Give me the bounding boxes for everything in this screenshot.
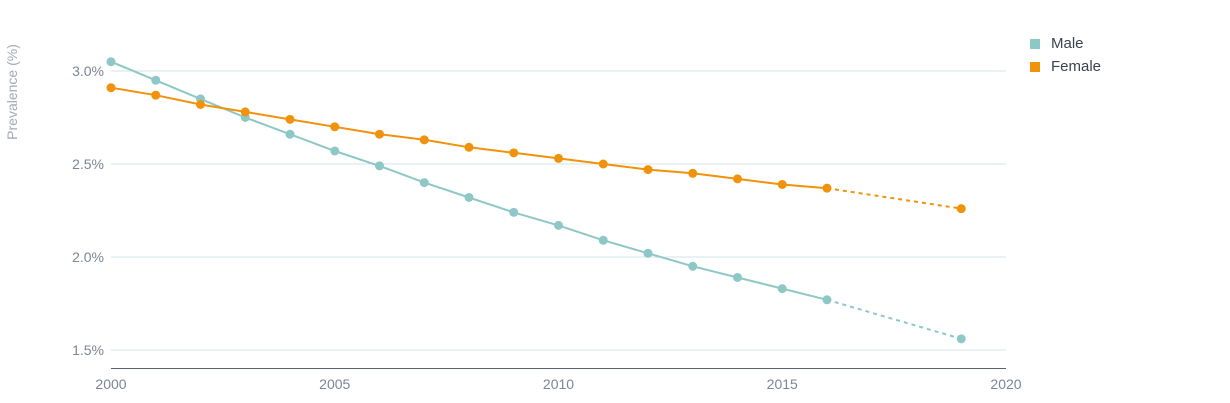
- data-point-female[interactable]: [733, 174, 742, 184]
- x-tick-label: 2005: [319, 376, 350, 392]
- data-point-male[interactable]: [643, 248, 653, 258]
- data-point-male[interactable]: [956, 334, 966, 344]
- legend-item-male[interactable]: Male: [1030, 32, 1101, 55]
- data-point-male[interactable]: [509, 207, 519, 217]
- data-point-female[interactable]: [688, 168, 698, 178]
- data-point-male[interactable]: [688, 261, 698, 271]
- data-point-female[interactable]: [196, 99, 205, 109]
- axes: 1.5% 2.0% 2.5% 3.0% 2000 2005 2010 2015 2020: [72, 63, 1022, 392]
- data-point-male[interactable]: [330, 146, 340, 156]
- x-tick-label: 2015: [767, 376, 798, 392]
- x-tick-label: 2000: [95, 376, 126, 392]
- data-point-male[interactable]: [151, 75, 161, 85]
- x-tick-label: 2010: [543, 376, 574, 392]
- series-projection-male: [826, 298, 962, 340]
- data-point-female[interactable]: [956, 204, 966, 214]
- legend-label-female: Female: [1051, 58, 1102, 75]
- series-projection-female: [826, 187, 962, 210]
- x-tick-label: 2020: [990, 376, 1021, 392]
- y-tick-label: 1.5%: [72, 342, 104, 358]
- data-point-female[interactable]: [822, 183, 832, 193]
- data-point-male[interactable]: [598, 235, 608, 245]
- data-point-male[interactable]: [375, 161, 384, 171]
- data-point-female[interactable]: [330, 122, 340, 132]
- legend-swatch-female: [1030, 61, 1040, 72]
- series-female: [106, 83, 966, 214]
- y-axis-label: Prevalence (%): [4, 44, 20, 140]
- data-point-female[interactable]: [240, 107, 250, 117]
- data-point-female[interactable]: [509, 148, 519, 158]
- y-tick-label: 2.0%: [72, 249, 104, 265]
- data-point-female[interactable]: [598, 159, 608, 169]
- gridlines: [111, 70, 1006, 351]
- data-point-female[interactable]: [464, 142, 474, 152]
- data-point-male[interactable]: [464, 192, 474, 202]
- data-point-male[interactable]: [822, 295, 832, 305]
- data-point-male[interactable]: [419, 178, 429, 188]
- data-point-female[interactable]: [777, 179, 787, 189]
- data-point-female[interactable]: [643, 165, 653, 175]
- legend-label-male: Male: [1051, 35, 1084, 52]
- data-point-male[interactable]: [733, 272, 742, 282]
- data-point-female[interactable]: [151, 90, 161, 100]
- data-point-female[interactable]: [554, 153, 563, 163]
- series-line-female: [110, 86, 828, 190]
- y-tick-label: 3.0%: [72, 63, 104, 79]
- data-point-male[interactable]: [777, 284, 787, 294]
- data-point-male[interactable]: [285, 129, 295, 139]
- data-point-female[interactable]: [419, 135, 429, 145]
- legend-item-female[interactable]: Female: [1030, 55, 1101, 78]
- data-point-female[interactable]: [106, 83, 116, 93]
- legend-swatch-male: [1030, 38, 1040, 49]
- data-point-female[interactable]: [375, 129, 384, 139]
- data-point-male[interactable]: [106, 57, 116, 67]
- data-point-female[interactable]: [285, 114, 295, 124]
- legend: Male Female: [1030, 32, 1101, 78]
- data-point-male[interactable]: [554, 220, 563, 230]
- series-male: [106, 57, 966, 344]
- series-layer: [106, 57, 966, 344]
- series-line-male: [110, 60, 828, 301]
- y-tick-label: 2.5%: [72, 156, 104, 172]
